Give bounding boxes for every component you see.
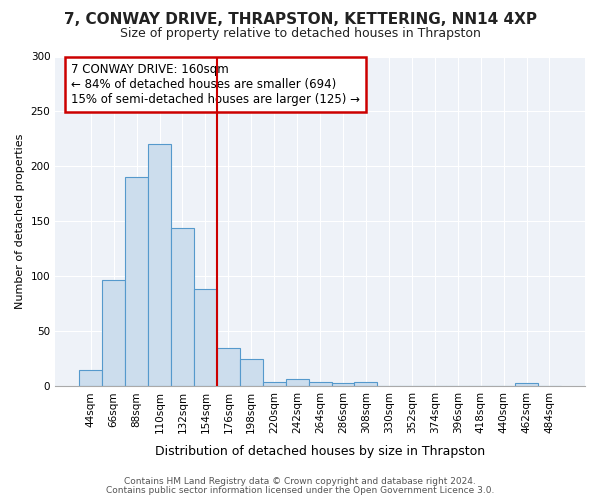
- Bar: [286, 378, 308, 386]
- Bar: [194, 288, 217, 386]
- Bar: [148, 144, 171, 386]
- Bar: [355, 382, 377, 386]
- Y-axis label: Number of detached properties: Number of detached properties: [15, 134, 25, 309]
- Bar: [515, 383, 538, 386]
- Bar: [217, 348, 240, 387]
- Bar: [102, 280, 125, 386]
- Text: 7 CONWAY DRIVE: 160sqm
← 84% of detached houses are smaller (694)
15% of semi-de: 7 CONWAY DRIVE: 160sqm ← 84% of detached…: [71, 63, 360, 106]
- Text: 7, CONWAY DRIVE, THRAPSTON, KETTERING, NN14 4XP: 7, CONWAY DRIVE, THRAPSTON, KETTERING, N…: [64, 12, 536, 28]
- Bar: [125, 178, 148, 386]
- Text: Contains public sector information licensed under the Open Government Licence 3.: Contains public sector information licen…: [106, 486, 494, 495]
- Text: Size of property relative to detached houses in Thrapston: Size of property relative to detached ho…: [119, 28, 481, 40]
- X-axis label: Distribution of detached houses by size in Thrapston: Distribution of detached houses by size …: [155, 444, 485, 458]
- Bar: [308, 382, 332, 386]
- Bar: [171, 228, 194, 386]
- Bar: [79, 370, 102, 386]
- Bar: [263, 382, 286, 386]
- Text: Contains HM Land Registry data © Crown copyright and database right 2024.: Contains HM Land Registry data © Crown c…: [124, 477, 476, 486]
- Bar: [240, 359, 263, 386]
- Bar: [332, 383, 355, 386]
